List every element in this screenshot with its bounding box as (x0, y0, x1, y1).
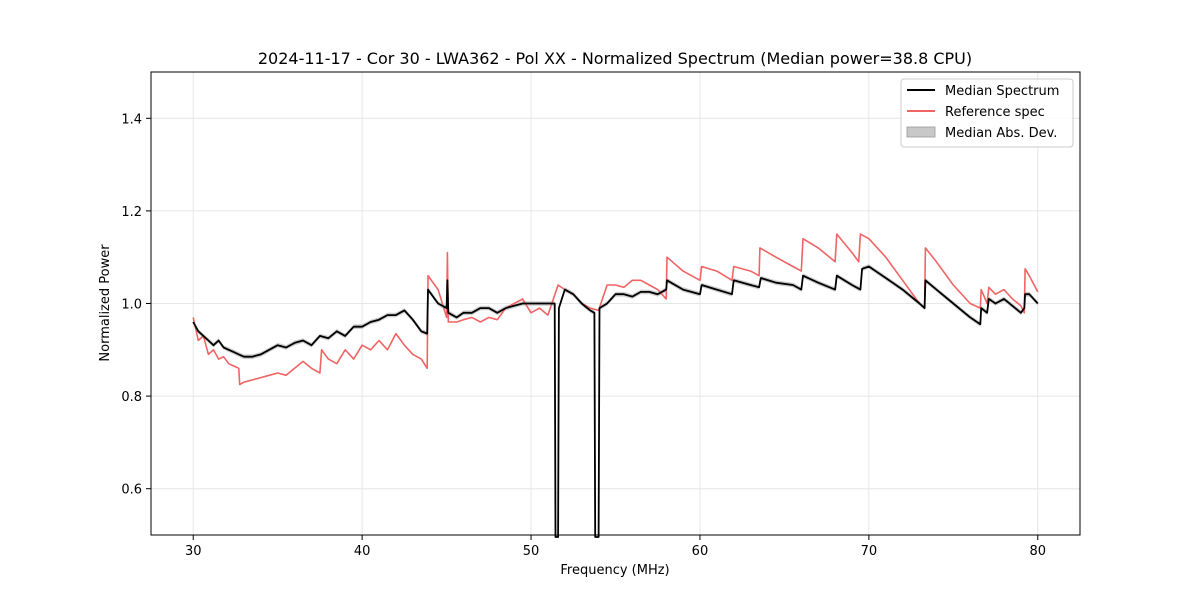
y-axis-label: Normalized Power (98, 244, 113, 362)
legend: Median Spectrum Reference spec Median Ab… (900, 78, 1074, 148)
x-tick-label: 60 (692, 544, 709, 559)
y-tick-label: 1.2 (121, 205, 142, 220)
x-tick-label: 50 (523, 544, 540, 559)
y-tick-label: 1.0 (121, 298, 142, 313)
x-axis-label: Frequency (MHz) (560, 563, 669, 578)
x-tick-label: 30 (185, 544, 202, 559)
legend-swatch-mad (906, 126, 936, 138)
y-tick-label: 0.8 (121, 390, 142, 405)
x-tick-label: 70 (861, 544, 878, 559)
median-spectrum-line (192, 265, 1039, 538)
x-tick-label: 40 (354, 544, 371, 559)
y-tick-label: 1.4 (121, 112, 142, 127)
chart-title: 2024-11-17 - Cor 30 - LWA362 - Pol XX - … (258, 49, 972, 68)
legend-label-mad: Median Abs. Dev. (945, 126, 1057, 141)
series-lines (192, 233, 1039, 538)
legend-label-median: Median Spectrum (945, 84, 1059, 99)
x-tick-label: 80 (1029, 544, 1046, 559)
y-tick-label: 0.6 (121, 483, 142, 498)
y-axis-ticks: 0.6 0.8 1.0 1.2 1.4 (121, 112, 151, 498)
x-axis-ticks: 30 40 50 60 70 80 (185, 535, 1046, 559)
legend-label-reference: Reference spec (945, 105, 1045, 120)
legend-box (900, 78, 1074, 148)
